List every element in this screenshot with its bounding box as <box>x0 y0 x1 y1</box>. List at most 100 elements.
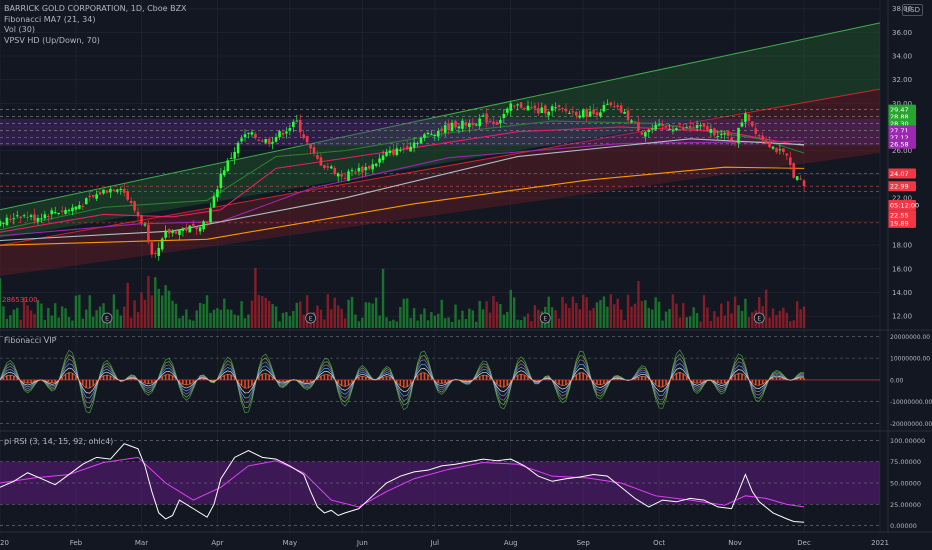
vip-histogram-bar <box>54 379 57 383</box>
vip-histogram-bar <box>189 379 191 385</box>
volume-bar <box>492 295 495 328</box>
vip-histogram-bar <box>102 375 105 380</box>
volume-bar <box>478 300 481 328</box>
earnings-marker-label: E <box>309 316 313 323</box>
candle-body <box>240 138 243 142</box>
volume-bar <box>12 309 16 328</box>
currency-badge[interactable]: USD <box>902 4 923 16</box>
vip-histogram-bar <box>299 379 302 381</box>
vip-histogram-bar <box>199 378 201 380</box>
volume-bar <box>602 296 606 328</box>
vip-histogram-bar <box>168 374 170 380</box>
candle-body <box>533 105 537 109</box>
volume-bar <box>150 295 154 328</box>
volume-bar <box>699 321 702 328</box>
candle-body <box>409 146 412 152</box>
volume-bar <box>457 319 461 328</box>
volume-bar <box>709 321 713 328</box>
vip-histogram-bar <box>154 379 157 382</box>
volume-bar <box>267 301 271 328</box>
candle-body <box>757 135 761 137</box>
price-tag-label: 19.89 <box>890 219 909 227</box>
volume-bar <box>713 311 716 328</box>
vip-histogram-bar <box>761 379 764 384</box>
candle-body <box>22 215 26 217</box>
time-tick-label: 2021 <box>871 539 889 547</box>
vip-histogram-bar <box>561 379 564 386</box>
vip-histogram-bar <box>637 377 640 380</box>
volume-bar <box>67 317 71 328</box>
price-tick-label: 16.00 <box>892 265 912 273</box>
candle-body <box>706 126 709 131</box>
indicator-fib-ma[interactable]: Fibonacci MA7 (21, 34) <box>4 14 96 24</box>
volume-bar <box>305 295 309 328</box>
volume-bar <box>257 294 261 328</box>
candle-body <box>374 163 378 166</box>
vip-histogram-bar <box>575 374 578 380</box>
moving-average-line <box>0 166 805 246</box>
candle-body <box>174 231 178 234</box>
candle-body <box>392 149 395 155</box>
moving-average-line <box>0 138 805 242</box>
volume-bar <box>288 315 292 328</box>
vip-histogram-bar <box>396 379 398 383</box>
candle-body <box>371 164 375 170</box>
vip-histogram-bar <box>385 376 388 380</box>
volume-bar <box>374 297 378 328</box>
vip-histogram-bar <box>302 379 305 382</box>
vip-panel-title[interactable]: Fibonacci VIP <box>4 336 57 345</box>
candle-body <box>15 215 19 217</box>
volume-bar <box>154 277 157 328</box>
price-tag-label: 28.30 <box>890 120 909 128</box>
vip-histogram-bar <box>327 374 329 380</box>
volume-bar <box>292 310 295 328</box>
vip-histogram-bar <box>337 379 339 384</box>
candle-body <box>216 189 219 198</box>
candle-body <box>285 131 288 134</box>
rsi-panel-title[interactable]: pi RSI (3, 14, 15, 92, ohlc4) <box>4 437 114 446</box>
volume-bar <box>450 321 454 328</box>
vip-histogram-bar <box>765 379 767 382</box>
candle-body <box>650 128 654 130</box>
volume-bar <box>533 305 537 328</box>
indicator-vpsv[interactable]: VPSV HD (Up/Down, 70) <box>4 35 100 45</box>
candle-body <box>678 126 682 128</box>
volume-bar <box>726 301 730 328</box>
candle-body <box>713 128 716 136</box>
volume-bar <box>751 312 754 328</box>
vip-histogram-bar <box>402 379 405 388</box>
candle-body <box>0 221 2 226</box>
vip-histogram-bar <box>416 375 419 380</box>
vip-histogram-bar <box>268 374 270 380</box>
price-tag-label: 24.07 <box>890 170 909 178</box>
candle-body <box>153 253 157 255</box>
vip-histogram-bar <box>244 379 246 389</box>
candle-body <box>47 215 50 217</box>
vip-histogram-bar <box>485 375 488 380</box>
indicator-vol[interactable]: Vol (30) <box>4 25 35 34</box>
price-tag-label: 27.71 <box>890 127 909 135</box>
earnings-marker <box>539 312 551 324</box>
candle-body <box>98 192 102 195</box>
vip-histogram-bar <box>717 379 719 383</box>
candle-body <box>523 107 526 109</box>
volume-bar <box>664 311 668 328</box>
candle-body <box>350 170 354 172</box>
volume-bar <box>123 306 126 328</box>
candle-body <box>419 137 423 144</box>
candle-body <box>295 120 299 122</box>
candle-body <box>716 136 720 138</box>
candle-body <box>102 189 105 194</box>
candle-body <box>329 166 333 169</box>
vip-histogram-bar <box>582 372 585 380</box>
candle-body <box>323 165 326 169</box>
vip-histogram-bar <box>620 379 622 380</box>
candle-body <box>581 109 585 118</box>
volume-bar <box>409 317 412 328</box>
candle-body <box>568 112 571 114</box>
volume-bar <box>212 309 216 328</box>
candle-body <box>191 223 195 226</box>
vip-histogram-bar <box>365 377 367 380</box>
volume-bar <box>688 316 692 328</box>
